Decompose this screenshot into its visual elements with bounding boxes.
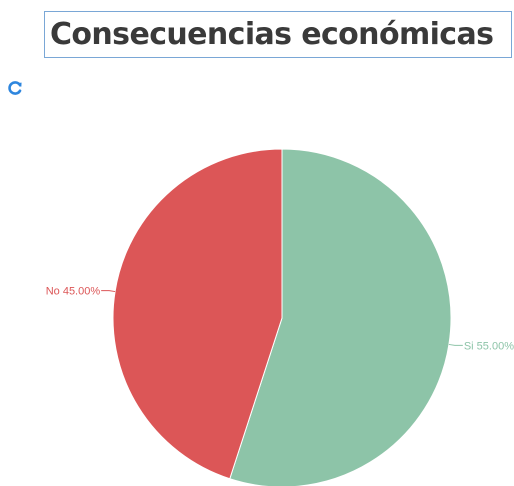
pie-label-line-si bbox=[448, 343, 463, 346]
pie-label-si: Si 55.00% bbox=[464, 340, 514, 352]
pie-label-no: No 45.00% bbox=[46, 286, 101, 298]
pie-slice-no[interactable] bbox=[112, 148, 283, 480]
pie-label-line-no bbox=[101, 290, 116, 293]
title-box: Consecuencias económicas bbox=[44, 11, 512, 58]
refresh-icon[interactable] bbox=[7, 80, 23, 96]
page-title: Consecuencias económicas bbox=[50, 17, 494, 52]
pie-slice-si[interactable] bbox=[229, 148, 452, 486]
